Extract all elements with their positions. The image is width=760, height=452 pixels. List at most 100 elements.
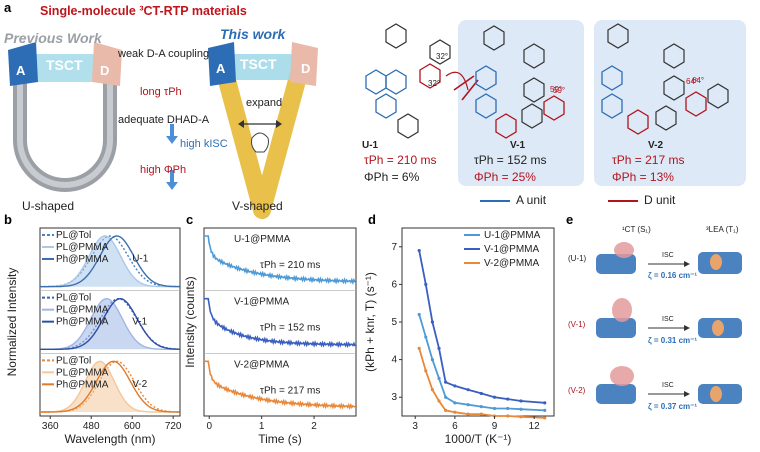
spectrum-U-1-PL@PMMA xyxy=(40,235,180,288)
panel-e-header-right: ³LEA (T₁) xyxy=(706,225,739,234)
tick-label-b: 720 xyxy=(165,421,182,432)
e-row1-isc: ISC xyxy=(662,252,674,259)
tick-label-c: 2 xyxy=(311,421,317,432)
decay-tau-c: τPh = 210 ms xyxy=(260,260,320,271)
legend-label-b: PL@Tol xyxy=(56,355,91,366)
spectrum-V-2-PL@PMMA xyxy=(40,360,180,413)
tau-u1: τPh = 210 ms xyxy=(364,153,437,167)
svg-text:59°: 59° xyxy=(550,85,562,94)
tick-label-d: 6 xyxy=(452,421,458,432)
mol-name-u1: U-1 xyxy=(362,140,379,151)
legend-label-b: Ph@PMMA xyxy=(56,254,109,265)
panel-c-label: c xyxy=(186,212,194,227)
orbital-row-2 xyxy=(596,298,742,338)
v-shaped-label: V-shaped xyxy=(232,199,283,213)
acceptor-label-u: A xyxy=(16,63,26,78)
molecule-v1: 59° xyxy=(475,25,565,139)
chart-b-ylabel: Normalized Intensity xyxy=(5,268,19,377)
chart-b-frame xyxy=(39,227,181,417)
tick-label-b: 480 xyxy=(83,421,100,432)
u-shaped-label: U-shaped xyxy=(22,199,75,213)
legend-d-label: D unit xyxy=(644,193,676,207)
tau-v1: τPh = 152 ms xyxy=(474,153,547,167)
e-row1-zeta: ζ = 0.16 cm⁻¹ xyxy=(648,271,698,280)
molecule-structures: 32° 59° 64° xyxy=(365,23,729,139)
acceptor-label-v: A xyxy=(216,61,226,76)
fit-V-2@PMMA xyxy=(418,348,545,419)
mol-name-v2: V-2 xyxy=(648,140,664,151)
spectrum-V-1-Ph@PMMA xyxy=(40,297,180,350)
chart-d-xlabel: 1000/T (K⁻¹) xyxy=(445,432,512,446)
legend-label-d: U-1@PMMA xyxy=(484,230,541,241)
ytick-label-d: 3 xyxy=(391,392,397,403)
decay-label-c: V-1@PMMA xyxy=(234,297,289,308)
expand-label: expand xyxy=(246,97,283,109)
legend-a-label: A unit xyxy=(516,193,547,207)
panel-a-schematic xyxy=(8,42,318,219)
decay-tau-c: τPh = 152 ms xyxy=(260,323,320,334)
orbital-row-1 xyxy=(596,242,742,274)
molecule-u1: 32° xyxy=(365,23,479,139)
angle-v2: 64° xyxy=(692,76,705,85)
phi-v1: ΦPh = 25% xyxy=(474,170,536,184)
e-row3-name: (V-2) xyxy=(568,386,586,395)
legend-label-b: PL@Tol xyxy=(56,293,91,304)
tick-label-d: 12 xyxy=(529,421,541,432)
legend-label-b: Ph@PMMA xyxy=(56,317,109,328)
this-work-label: This work xyxy=(220,26,286,42)
e-row3-isc: ISC xyxy=(662,382,674,389)
decay-V-1@PMMA xyxy=(204,297,356,349)
tsct-label-v: TSCT xyxy=(240,56,277,72)
panel-a-label: a xyxy=(4,0,12,15)
chart-d-frame xyxy=(401,227,555,417)
legend-label-d: V-2@PMMA xyxy=(484,258,539,269)
v-shape-body xyxy=(213,59,311,219)
panel-e-orbitals xyxy=(596,242,742,404)
legend-label-b: PL@PMMA xyxy=(56,242,109,253)
angle-v1: 59° xyxy=(553,86,566,95)
spectrum-U-1-PL@Tol xyxy=(40,235,180,288)
compound-label-b: V-1 xyxy=(132,316,147,327)
phi-u1: ΦPh = 6% xyxy=(364,170,420,184)
panel-e-label: e xyxy=(566,212,574,227)
legend-label-b: Ph@PMMA xyxy=(56,379,109,390)
fit-V-1@PMMA xyxy=(418,250,545,404)
donor-label-u: D xyxy=(100,63,110,78)
panel-e-header-left: ¹CT (S₁) xyxy=(622,225,651,234)
e-row2-isc: ISC xyxy=(662,316,674,323)
donor-block-u xyxy=(92,42,122,86)
angle-u1: 32° xyxy=(436,52,449,61)
panel-a-title: Single-molecule ³CT-RTP materials xyxy=(40,4,247,18)
acceptor-block-u xyxy=(8,42,38,86)
tick-label-b: 360 xyxy=(42,421,59,432)
donor-label-v: D xyxy=(301,61,311,76)
e-row2-zeta: ζ = 0.31 cm⁻¹ xyxy=(648,336,698,345)
e-row3-zeta: ζ = 0.37 cm⁻¹ xyxy=(648,402,698,411)
mol-name-v1: V-1 xyxy=(510,140,526,151)
legend-d-swatch xyxy=(608,200,638,202)
legend-a-swatch xyxy=(480,200,510,202)
molecule-v2: 64° xyxy=(601,23,729,135)
ytick-label-d: 7 xyxy=(391,242,397,253)
chart-c-frame xyxy=(203,227,357,417)
tsct-band-v xyxy=(226,54,296,80)
legend-label-b: PL@PMMA xyxy=(56,305,109,316)
compound-label-b: U-1 xyxy=(132,254,149,265)
chart-d-ylabel: (kPh + knr, T) (s⁻¹) xyxy=(363,272,377,372)
ytick-label-d: 5 xyxy=(391,317,397,328)
phi-v2: ΦPh = 13% xyxy=(612,170,674,184)
tick-label-c: 0 xyxy=(206,421,212,432)
legend-label-b: PL@Tol xyxy=(56,230,91,241)
legend-label-b: PL@PMMA xyxy=(56,367,109,378)
chart-c: U-1@PMMA τPh = 210 ms V-1@PMMA τPh = 152 ms… xyxy=(183,227,357,446)
spectrum-V-2-Ph@PMMA xyxy=(40,360,180,413)
e-row1-name: (U-1) xyxy=(568,254,587,263)
fit-U-1@PMMA xyxy=(418,314,545,412)
feature-weak-coupling: weak D-A coupling xyxy=(118,48,210,60)
tick-label-d: 3 xyxy=(412,421,418,432)
spectrum-V-1-PL@PMMA xyxy=(40,297,180,350)
decay-U-1@PMMA xyxy=(204,235,356,286)
tick-label-b: 600 xyxy=(124,421,141,432)
feature-high-phi: high ΦPh xyxy=(140,164,187,176)
tsct-band-u xyxy=(18,54,112,82)
